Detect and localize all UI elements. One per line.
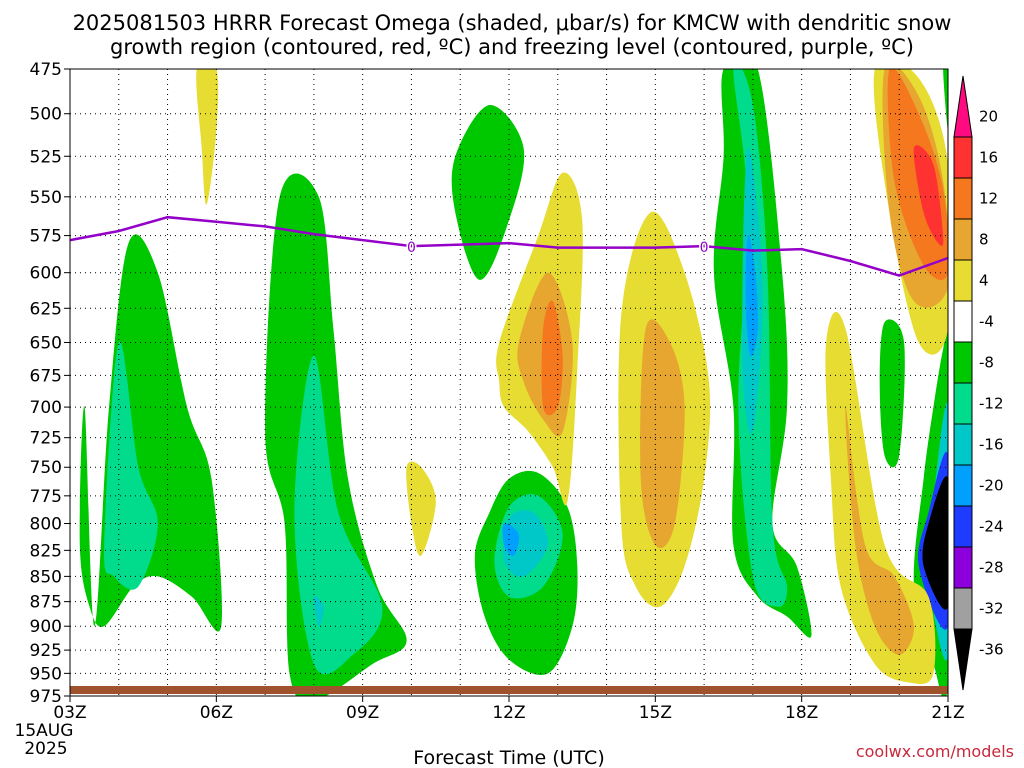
y-tick-label: 925 bbox=[30, 641, 62, 661]
colorbar-label: -32 bbox=[979, 600, 1004, 618]
omega-region bbox=[913, 145, 944, 246]
y-tick-label: 650 bbox=[30, 333, 62, 353]
colorbar-swatch bbox=[953, 300, 973, 343]
colorbar-swatch bbox=[953, 136, 973, 179]
omega-region bbox=[294, 355, 383, 675]
x-axis-label: Forecast Time (UTC) bbox=[413, 747, 604, 768]
colorbar-swatch bbox=[953, 218, 973, 261]
omega-region bbox=[922, 476, 948, 610]
y-tick-label: 600 bbox=[30, 264, 62, 284]
colorbar-label: -20 bbox=[979, 477, 1004, 495]
colorbar-label: -16 bbox=[979, 436, 1004, 454]
credit-text: coolwx.com/models bbox=[856, 742, 1014, 761]
y-tick-label: 950 bbox=[30, 664, 62, 684]
chart-title-line2: growth region (contoured, red, ºC) and f… bbox=[110, 35, 914, 59]
colorbar-swatch bbox=[953, 382, 973, 425]
colorbar-label: 4 bbox=[979, 272, 989, 290]
colorbar-label: 8 bbox=[979, 231, 989, 249]
date-line1: 15AUG bbox=[15, 721, 74, 741]
date-line2: 2025 bbox=[24, 739, 67, 759]
y-tick-label: 975 bbox=[30, 687, 62, 707]
y-tick-label: 550 bbox=[30, 188, 62, 208]
ground-strip bbox=[70, 686, 948, 694]
omega-region bbox=[502, 523, 520, 556]
colorbar: 20 16 12 8 4 -4 -8 -12 -16 -20 -24 -28 -32 -36 bbox=[953, 75, 1004, 691]
y-tick-label: 500 bbox=[30, 105, 62, 125]
x-tick-label: 18Z bbox=[785, 703, 818, 723]
y-tick-label: 700 bbox=[30, 398, 62, 418]
omega-region bbox=[451, 104, 525, 280]
y-tick-label: 775 bbox=[30, 487, 62, 507]
colorbar-label: 20 bbox=[979, 108, 998, 126]
y-tick-label: 825 bbox=[30, 541, 62, 561]
omega-region bbox=[845, 407, 914, 655]
y-tick-label: 750 bbox=[30, 458, 62, 478]
x-axis: 03Z 06Z 09Z 12Z 15Z 18Z 21Z bbox=[53, 696, 965, 723]
y-tick-label: 475 bbox=[30, 60, 62, 80]
x-tick-label: 21Z bbox=[931, 703, 964, 723]
colorbar-swatch bbox=[953, 177, 973, 220]
x-tick-label: 09Z bbox=[346, 703, 379, 723]
x-tick-label: 06Z bbox=[200, 703, 233, 723]
colorbar-label: -8 bbox=[979, 354, 994, 372]
colorbar-swatch bbox=[953, 341, 973, 384]
freezing-level-label: 0 bbox=[700, 240, 709, 256]
y-tick-label: 625 bbox=[30, 299, 62, 319]
colorbar-label: -4 bbox=[979, 313, 994, 331]
colorbar-label: 12 bbox=[979, 190, 998, 208]
chart-title-line1: 2025081503 HRRR Forecast Omega (shaded, … bbox=[73, 11, 952, 35]
y-tick-label: 900 bbox=[30, 617, 62, 637]
y-tick-label: 575 bbox=[30, 227, 62, 247]
x-tick-label: 12Z bbox=[492, 703, 525, 723]
colorbar-swatch bbox=[953, 423, 973, 466]
omega-region bbox=[196, 69, 219, 205]
omega-region bbox=[313, 595, 324, 627]
omega-region bbox=[745, 235, 759, 357]
freezing-level-line bbox=[69, 215, 949, 277]
omega-region bbox=[640, 319, 685, 549]
colorbar-swatch bbox=[953, 587, 973, 630]
y-tick-label: 675 bbox=[30, 366, 62, 386]
y-tick-label: 875 bbox=[30, 593, 62, 613]
y-tick-label: 525 bbox=[30, 147, 62, 167]
colorbar-swatch bbox=[953, 546, 973, 589]
colorbar-label: -12 bbox=[979, 395, 1004, 413]
omega-region bbox=[104, 341, 158, 590]
y-tick-label: 800 bbox=[30, 515, 62, 535]
colorbar-swatch bbox=[953, 505, 973, 548]
omega-region bbox=[825, 311, 936, 685]
colorbar-label: -36 bbox=[979, 641, 1004, 659]
omega-region bbox=[879, 319, 905, 468]
colorbar-bottom-arrow bbox=[953, 628, 973, 691]
omega-region bbox=[406, 461, 436, 557]
y-tick-label: 850 bbox=[30, 567, 62, 587]
colorbar-label: 16 bbox=[979, 149, 998, 167]
colorbar-swatch bbox=[953, 259, 973, 302]
colorbar-label: -24 bbox=[979, 518, 1004, 536]
colorbar-swatch bbox=[953, 464, 973, 507]
omega-region bbox=[943, 69, 948, 131]
colorbar-top-arrow bbox=[953, 75, 973, 138]
x-tick-label: 15Z bbox=[639, 703, 672, 723]
y-axis: 475 500 525 550 575 600 625 650 675 700 725 750 775 8… bbox=[30, 60, 70, 707]
colorbar-label: -28 bbox=[979, 559, 1004, 577]
omega-shading bbox=[79, 69, 948, 696]
omega-region bbox=[503, 510, 549, 577]
y-tick-label: 725 bbox=[30, 429, 62, 449]
freezing-level-label: 0 bbox=[407, 240, 416, 256]
x-tick-label: 03Z bbox=[53, 703, 86, 723]
